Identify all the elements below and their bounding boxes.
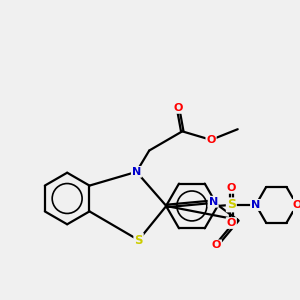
Text: S: S [134,234,143,247]
Text: O: O [212,240,221,250]
Text: O: O [226,218,236,228]
Text: N: N [132,167,141,177]
Text: S: S [227,198,236,212]
Text: O: O [173,103,183,113]
Text: O: O [226,183,236,193]
Text: N: N [208,197,218,207]
Text: O: O [206,135,216,145]
Text: N: N [251,200,260,210]
Text: O: O [292,200,300,210]
Text: N: N [251,200,260,210]
